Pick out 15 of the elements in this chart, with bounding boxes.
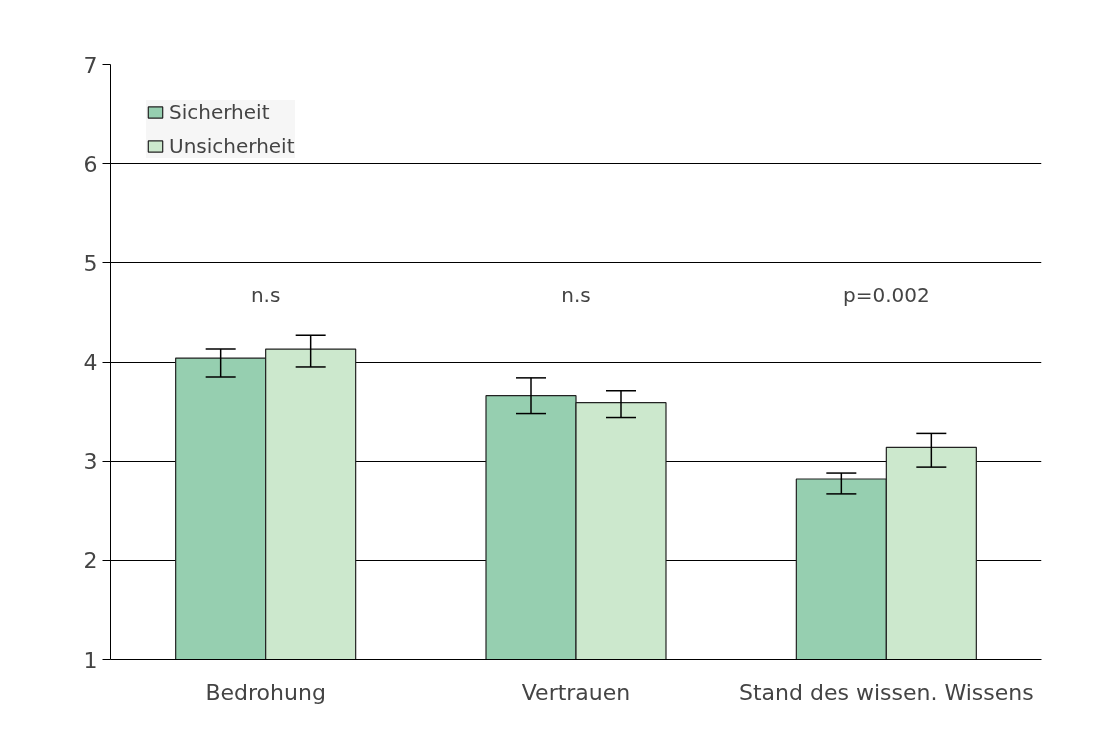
y-tick-label: 5 <box>83 250 98 276</box>
y-tick-label: 2 <box>83 548 98 574</box>
y-tick-label: 6 <box>83 151 98 177</box>
legend-label: Sicherheit <box>169 100 270 124</box>
annotation: p=0.002 <box>842 283 930 308</box>
x-tick-label: Bedrohung <box>205 679 326 705</box>
annotation: n.s <box>561 283 591 308</box>
legend-label: Unsicherheit <box>169 134 295 158</box>
x-tick-label: Vertrauen <box>521 679 631 705</box>
y-tick-label: 1 <box>83 647 98 673</box>
y-tick-label: 4 <box>83 350 98 375</box>
y-tick-label: 7 <box>83 52 98 78</box>
x-tick-label: Stand des wissen. Wissens <box>739 679 1034 705</box>
y-tick-label: 3 <box>83 449 98 475</box>
annotation: n.s <box>250 283 281 308</box>
